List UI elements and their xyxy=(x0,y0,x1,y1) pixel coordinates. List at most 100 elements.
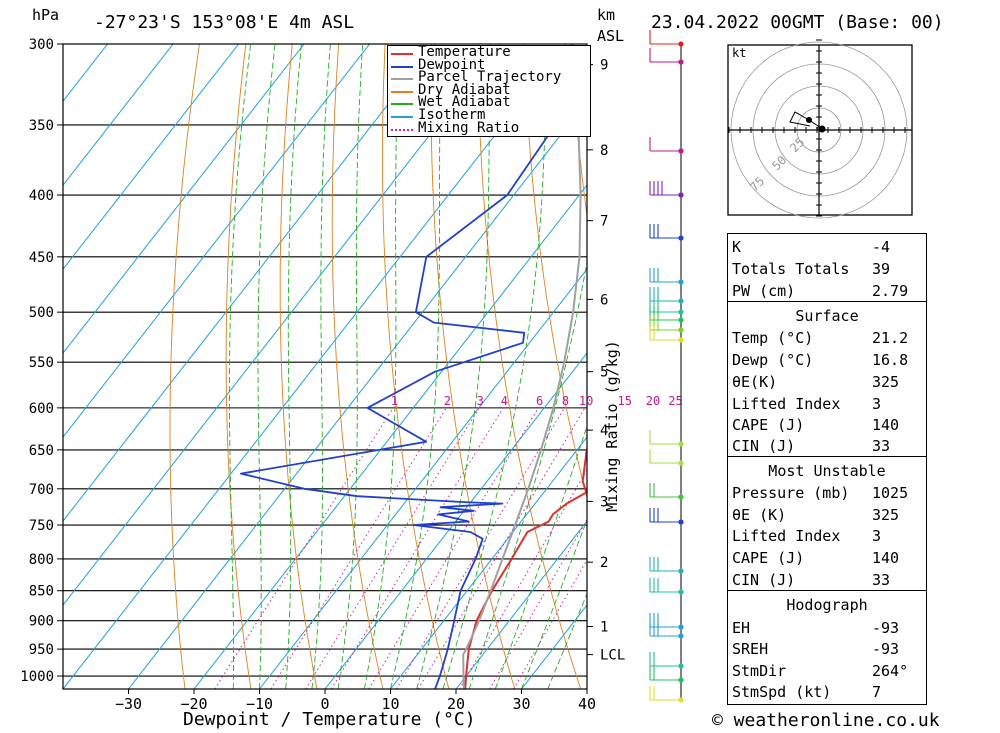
isotherm-line xyxy=(63,44,305,354)
wind-barbs-column xyxy=(649,30,684,703)
hodograph-panel: Hodograph EH -93 SREH -93 StmDir 264° St… xyxy=(727,590,927,705)
legend-item: Isotherm xyxy=(388,107,588,123)
surface-cin-label: CIN (J) xyxy=(732,437,796,455)
isotherm-line xyxy=(63,44,174,186)
surface-li-value: 3 xyxy=(872,395,882,413)
isotherm-line xyxy=(455,520,587,689)
pressure-tick-label: 600 xyxy=(29,401,54,417)
mu-cape-value: 140 xyxy=(872,549,900,567)
surface-theta-label: θE(K) xyxy=(732,373,778,391)
legend-swatch xyxy=(391,65,413,68)
pressure-tick-label: 300 xyxy=(29,37,54,53)
surface-theta-value: 325 xyxy=(872,373,900,391)
dry-adiabat-line xyxy=(331,44,384,689)
axes: 1 2 3 4 6 8 10 15 20 2530035040045050055060065070… xyxy=(20,37,682,713)
wet-adiabat-line xyxy=(257,44,276,689)
dry-adiabat-line xyxy=(477,44,582,689)
temperature-tick-label: 0 xyxy=(320,695,329,713)
wet-adiabat-line xyxy=(337,44,364,689)
mixing-ratio-label: 6 xyxy=(536,394,543,408)
pressure-tick-label: 750 xyxy=(29,518,54,534)
temperature-tick-label: −20 xyxy=(180,695,207,713)
mu-pressure-value: 1025 xyxy=(872,484,909,502)
legend-swatch xyxy=(391,78,413,81)
isotherm-line xyxy=(63,44,501,606)
mixing-ratio-label: 15 xyxy=(617,394,631,408)
legend-swatch xyxy=(391,90,413,93)
height-tick-label: 7 xyxy=(600,214,608,230)
legend-label: Mixing Ratio xyxy=(418,119,520,136)
legend-item: Dewpoint xyxy=(388,58,588,72)
legend-label: Wet Adiabat xyxy=(418,94,511,111)
legend-label: Isotherm xyxy=(418,107,486,123)
pressure-tick-label: 350 xyxy=(29,118,54,134)
mixing-ratio-label: 2 xyxy=(444,394,451,408)
dry-adiabat-line xyxy=(523,44,587,500)
isotherm-line xyxy=(193,184,587,689)
surface-dewp-value: 16.8 xyxy=(872,351,909,369)
stmspd-value: 7 xyxy=(872,683,882,701)
mu-theta-label: θE (K) xyxy=(732,506,787,524)
surface-li-label: Lifted Index xyxy=(732,395,841,413)
height-tick-label: 4 xyxy=(600,423,608,439)
wet-adiabat-line xyxy=(442,44,547,689)
legend-item: Mixing Ratio xyxy=(388,119,588,136)
surface-cape-value: 140 xyxy=(872,416,900,434)
mu-cin-value: 33 xyxy=(872,571,891,589)
surface-cape-label: CAPE (J) xyxy=(732,416,805,434)
hodograph-title: Hodograph xyxy=(786,596,868,614)
isotherm-line xyxy=(128,100,587,689)
background-lines xyxy=(63,44,1000,689)
most-unstable-title: Most Unstable xyxy=(768,462,886,480)
x-axis-label: Dewpoint / Temperature (°C) xyxy=(183,709,476,730)
dry-adiabat-line xyxy=(225,44,252,689)
height-tick-label: 3 xyxy=(600,494,608,510)
pressure-unit: hPa xyxy=(32,6,60,24)
pressure-tick-label: 700 xyxy=(29,482,54,498)
parcel-trajectory-line xyxy=(462,44,582,689)
pressure-tick-label: 900 xyxy=(29,614,54,630)
sreh-value: -93 xyxy=(872,640,900,658)
pressure-tick-label: 400 xyxy=(29,188,54,204)
mixing-ratio-label: 1 xyxy=(391,394,398,408)
pressure-tick-label: 550 xyxy=(29,355,54,371)
mixing-ratio-label: 3 xyxy=(477,394,484,408)
mu-pressure-label: Pressure (mb) xyxy=(732,484,850,502)
temperature-tick-label: 10 xyxy=(381,695,399,713)
pw-label: PW (cm) xyxy=(732,282,796,300)
legend-swatch xyxy=(391,53,413,55)
surface-title: Surface xyxy=(795,307,859,325)
km-unit: km xyxy=(597,6,616,24)
location-label: -27°23'S 153°08'E 4m ASL xyxy=(94,12,355,33)
wet-adiabat-line xyxy=(416,44,491,689)
legend-label: Dry Adiabat xyxy=(418,81,511,98)
pressure-tick-label: 650 xyxy=(29,443,54,459)
dry-adiabat-line xyxy=(382,44,450,689)
copyright-link[interactable]: © weatheronline.co.uk xyxy=(712,710,940,731)
isotherm-line xyxy=(63,44,370,438)
isotherm-line xyxy=(63,44,239,270)
wet-adiabat-line xyxy=(390,44,442,689)
height-tick-label: 9 xyxy=(600,58,608,74)
surface-cin-value: 33 xyxy=(872,437,891,455)
stmdir-value: 264° xyxy=(872,662,909,680)
km-sub-unit: ASL xyxy=(597,27,625,45)
mixing-ratio-line xyxy=(489,518,587,689)
mu-li-value: 3 xyxy=(872,527,882,545)
dry-adiabat-line xyxy=(989,44,1000,689)
mixing-ratio-label: 25 xyxy=(668,394,682,408)
mixing-ratio-label: 20 xyxy=(646,394,660,408)
isotherm-line xyxy=(324,352,587,689)
wet-adiabat-line xyxy=(521,518,587,689)
wet-adiabat-line xyxy=(363,44,400,689)
legend-item: Parcel Trajectory xyxy=(388,70,588,84)
eh-label: EH xyxy=(732,619,751,637)
pressure-tick-label: 1000 xyxy=(20,669,54,685)
k-label: K xyxy=(732,238,742,256)
plot-frame xyxy=(62,43,588,690)
stmdir-label: StmDir xyxy=(732,662,787,680)
stmspd-label: StmSpd (kt) xyxy=(732,683,832,701)
legend-swatch xyxy=(391,103,413,106)
mixing-ratio-line xyxy=(305,407,480,689)
